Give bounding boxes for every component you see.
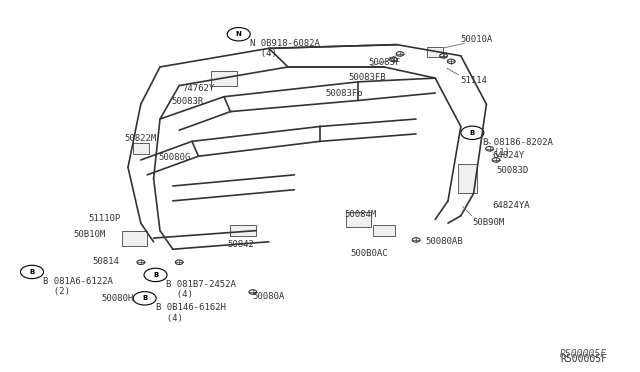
- Text: B 081B7-2452A
  (4): B 081B7-2452A (4): [166, 280, 236, 299]
- Text: R500005F: R500005F: [560, 349, 607, 359]
- Text: 50010A: 50010A: [461, 35, 493, 44]
- Text: 50084M: 50084M: [344, 210, 376, 219]
- Text: 50083R: 50083R: [172, 97, 204, 106]
- Text: 50842: 50842: [227, 240, 254, 249]
- Text: B 081A6-6122A
  (2): B 081A6-6122A (2): [43, 277, 113, 296]
- Text: 50080A: 50080A: [253, 292, 285, 301]
- Text: 50083D: 50083D: [496, 166, 528, 174]
- Text: 50822M: 50822M: [125, 134, 157, 143]
- Text: 64824YA: 64824YA: [493, 201, 531, 210]
- Bar: [211, 71, 237, 86]
- Bar: [346, 212, 371, 227]
- Text: 50080AB: 50080AB: [426, 237, 463, 246]
- Text: B: B: [29, 269, 35, 275]
- Bar: [372, 225, 396, 236]
- Text: 50080G: 50080G: [159, 153, 191, 161]
- Text: 500B0AC: 500B0AC: [351, 249, 388, 258]
- Text: 50080H: 50080H: [101, 294, 133, 303]
- Bar: [133, 143, 148, 154]
- Text: R500005F: R500005F: [560, 354, 607, 364]
- Text: 51110P: 51110P: [88, 214, 120, 223]
- Text: 50083F: 50083F: [368, 58, 400, 67]
- Text: 64824Y: 64824Y: [493, 151, 525, 160]
- Text: N: N: [236, 31, 242, 37]
- Text: 50083Fo: 50083Fo: [325, 89, 363, 97]
- Text: 50814: 50814: [93, 257, 120, 266]
- Text: 51114: 51114: [461, 76, 488, 85]
- Text: 50B10M: 50B10M: [74, 230, 106, 239]
- Bar: [122, 231, 147, 246]
- Text: B: B: [142, 295, 147, 301]
- Text: B 08186-8202A
  (1): B 08186-8202A (1): [483, 138, 553, 157]
- Text: 74762Y: 74762Y: [182, 84, 214, 93]
- Text: B 0B146-6162H
  (4): B 0B146-6162H (4): [156, 303, 225, 323]
- Text: B: B: [153, 272, 158, 278]
- Bar: [230, 225, 256, 236]
- Bar: [428, 47, 444, 57]
- Text: 50B90M: 50B90M: [472, 218, 504, 227]
- Text: 50083FB: 50083FB: [349, 73, 387, 81]
- Text: B: B: [470, 130, 475, 136]
- Bar: [458, 164, 477, 193]
- Text: N 0B918-6082A
  (4): N 0B918-6082A (4): [250, 39, 319, 58]
